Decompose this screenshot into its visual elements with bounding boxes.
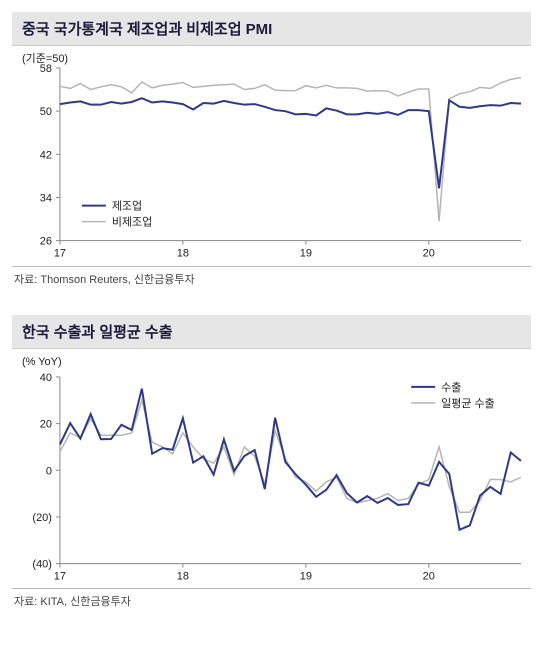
xtick-label: 18 (177, 570, 189, 582)
xtick-label: 17 (54, 248, 66, 260)
chart-china-pmi: 중국 국가통계국 제조업과 비제조업 PMI (기준=50) 263442505… (12, 12, 531, 287)
xtick-label: 19 (300, 570, 312, 582)
chart2-svg: (% YoY) (40) (20) 0 20 40 17 18 19 20 수출일평균 수출 (12, 349, 531, 589)
chart-title: 중국 국가통계국 제조업과 비제조업 PMI (12, 12, 531, 46)
xtick-label: 20 (423, 570, 435, 582)
chart2-source: 자료: KITA, 신한금융투자 (12, 588, 531, 609)
series-line-mfg (60, 98, 521, 188)
ytick-label: 50 (40, 106, 52, 118)
legend-label: 일평균 수출 (441, 395, 495, 409)
xtick-label: 19 (300, 248, 312, 260)
chart-korea-exports: 한국 수출과 일평균 수출 (% YoY) (40) (20) 0 20 40 17 18… (12, 315, 531, 610)
legend-label: 비제조업 (112, 216, 152, 229)
legend-label: 제조업 (112, 200, 142, 213)
chart-title: 한국 수출과 일평균 수출 (12, 315, 531, 349)
chart1-source: 자료: Thomson Reuters, 신한금융투자 (12, 266, 531, 287)
ytick-label: 40 (40, 372, 52, 384)
ytick-label: 58 (40, 63, 52, 75)
series-line-daily_exports (60, 400, 521, 512)
ytick-label: (20) (32, 511, 52, 523)
series-line-nonmfg (60, 78, 521, 222)
ytick-label: 34 (40, 192, 52, 204)
xtick-label: 17 (54, 570, 66, 582)
ytick-label: (40) (32, 558, 52, 570)
legend-label: 수출 (441, 380, 461, 393)
ytick-label: 26 (40, 236, 52, 248)
ytick-label: 42 (40, 149, 52, 161)
ytick-label: 20 (40, 418, 52, 430)
xtick-label: 18 (177, 248, 189, 260)
ytick-label: 0 (46, 465, 52, 477)
chart1-svg: (기준=50) 2634425058 17181920 제조업비제조업 (12, 46, 531, 266)
chart2-ylabel: (% YoY) (22, 356, 62, 368)
xtick-label: 20 (423, 248, 435, 260)
